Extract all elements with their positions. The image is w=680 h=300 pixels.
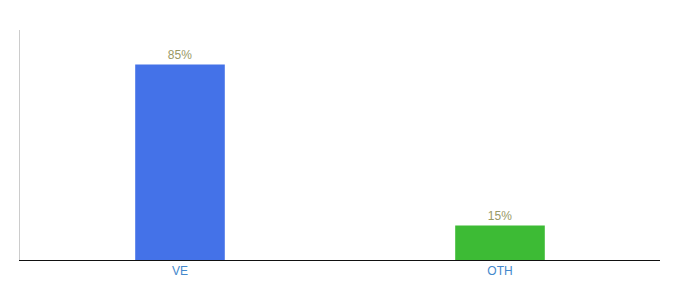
svg-text:VE: VE	[172, 264, 188, 278]
svg-text:15%: 15%	[488, 209, 512, 223]
svg-text:OTH: OTH	[487, 264, 512, 278]
svg-text:85%: 85%	[168, 48, 192, 62]
